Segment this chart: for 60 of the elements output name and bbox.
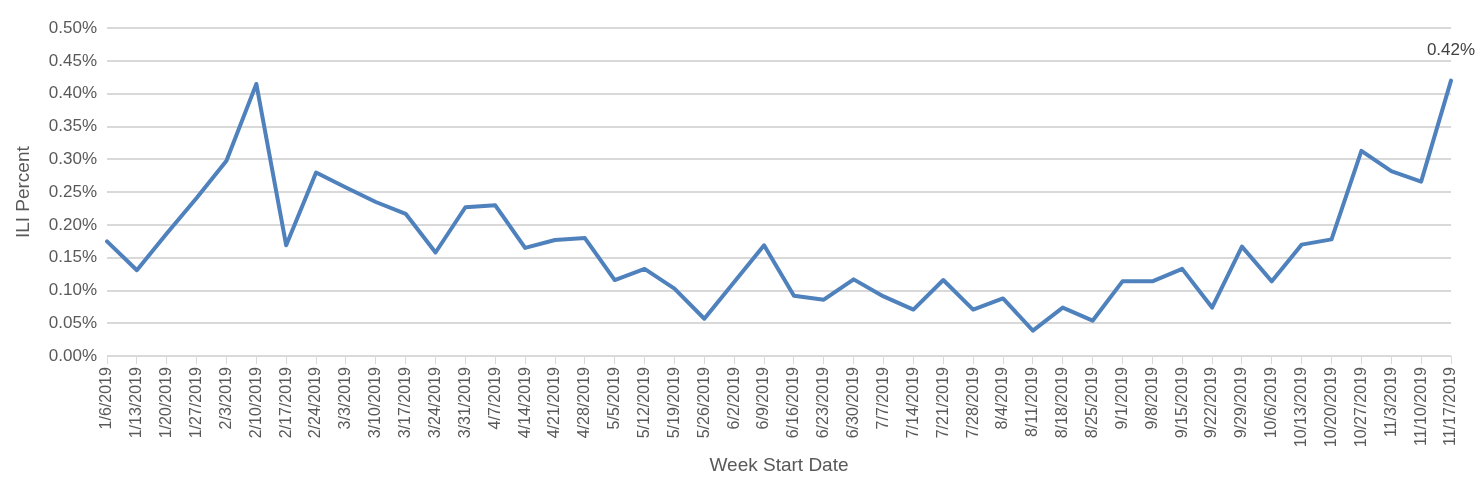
x-tick-label: 10/27/2019 xyxy=(1351,367,1369,448)
x-tick-label: 9/22/2019 xyxy=(1202,367,1220,439)
x-tick-label: 6/2/2019 xyxy=(724,367,742,430)
x-tick-label: 9/1/2019 xyxy=(1112,367,1130,430)
x-tick-label: 9/15/2019 xyxy=(1172,367,1190,439)
x-tick-label: 9/8/2019 xyxy=(1142,367,1160,430)
y-tick-label: 0.05% xyxy=(48,313,97,333)
x-tick-label: 6/23/2019 xyxy=(814,367,832,439)
x-tick-label: 4/21/2019 xyxy=(545,367,563,439)
x-tick-label: 1/13/2019 xyxy=(127,367,145,439)
x-tick-label: 7/14/2019 xyxy=(903,367,921,439)
x-tick-label: 7/28/2019 xyxy=(963,367,981,439)
x-tick-label: 11/3/2019 xyxy=(1381,367,1399,438)
x-tick-label: 3/31/2019 xyxy=(455,367,473,439)
x-tick-label: 1/27/2019 xyxy=(187,367,205,439)
data-label: 0.42% xyxy=(1426,39,1476,59)
x-tick-label: 6/9/2019 xyxy=(754,367,772,430)
x-tick-label: 1/20/2019 xyxy=(157,367,175,439)
y-tick-label: 0.50% xyxy=(48,17,97,37)
x-tick-label: 3/3/2019 xyxy=(336,367,354,430)
x-tick-label: 9/29/2019 xyxy=(1232,367,1250,439)
x-tick-label: 7/21/2019 xyxy=(933,367,951,439)
y-tick-label: 0.15% xyxy=(48,247,97,267)
x-tick-label: 2/24/2019 xyxy=(306,367,324,439)
x-tick-label: 2/10/2019 xyxy=(246,367,264,439)
x-axis-title: Week Start Date xyxy=(709,453,849,475)
x-tick-label: 10/13/2019 xyxy=(1292,367,1310,448)
x-tick-label: 7/7/2019 xyxy=(873,367,891,430)
x-tick-label: 2/17/2019 xyxy=(276,367,294,439)
x-tick-label: 8/11/2019 xyxy=(1023,367,1041,438)
y-tick-label: 0.45% xyxy=(48,50,97,70)
x-tick-label: 3/24/2019 xyxy=(425,367,443,439)
y-tick-label: 0.00% xyxy=(48,345,97,365)
y-tick-label: 0.40% xyxy=(48,83,97,103)
x-tick-label: 5/5/2019 xyxy=(605,367,623,430)
x-tick-label: 8/18/2019 xyxy=(1053,367,1071,439)
x-tick-label: 1/6/2019 xyxy=(97,367,115,430)
x-tick-label: 10/20/2019 xyxy=(1321,367,1339,448)
y-tick-label: 0.35% xyxy=(48,116,97,136)
x-tick-label: 6/16/2019 xyxy=(784,367,802,439)
x-tick-label: 5/12/2019 xyxy=(635,367,653,439)
x-tick-label: 4/28/2019 xyxy=(575,367,593,439)
y-axis-title: ILI Percent xyxy=(11,145,33,239)
x-tick-label: 3/10/2019 xyxy=(366,367,384,439)
y-tick-label: 0.30% xyxy=(48,149,97,169)
x-tick-label: 10/6/2019 xyxy=(1262,367,1280,439)
x-tick-label: 8/4/2019 xyxy=(993,367,1011,430)
x-tick-label: 4/7/2019 xyxy=(485,367,503,430)
x-tick-label: 11/17/2019 xyxy=(1441,367,1459,447)
x-tick-label: 4/14/2019 xyxy=(515,367,533,439)
y-tick-label: 0.25% xyxy=(48,181,97,201)
y-tick-label: 0.10% xyxy=(48,280,97,300)
y-tick-label: 0.20% xyxy=(48,214,97,234)
x-tick-label: 5/26/2019 xyxy=(694,367,712,439)
x-tick-label: 2/3/2019 xyxy=(216,367,234,430)
x-tick-label: 11/10/2019 xyxy=(1411,367,1429,447)
x-tick-label: 5/19/2019 xyxy=(664,367,682,439)
x-tick-label: 3/17/2019 xyxy=(396,367,414,439)
x-tick-label: 6/30/2019 xyxy=(844,367,862,439)
x-tick-label: 8/25/2019 xyxy=(1083,367,1101,439)
